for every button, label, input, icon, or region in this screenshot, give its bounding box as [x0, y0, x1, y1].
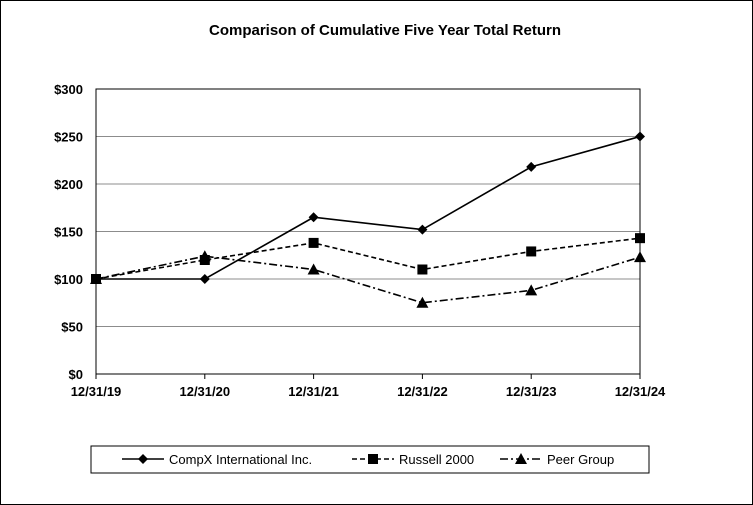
data-point-compx-international-inc [199, 274, 210, 284]
x-tick-label: 12/31/22 [397, 384, 448, 399]
y-tick-label: $150 [54, 225, 83, 240]
y-tick-label: $200 [54, 177, 83, 192]
chart-title: Comparison of Cumulative Five Year Total… [209, 22, 561, 39]
legend-marker-russell-2000 [368, 454, 378, 464]
series-line-russell-2000 [95, 237, 641, 280]
data-point-peer-group [634, 251, 646, 263]
series-line-peer-group [95, 255, 641, 304]
legend-label-russell-2000: Russell 2000 [399, 452, 474, 467]
legend: CompX International Inc. Russell 2000 Peer… [90, 445, 650, 474]
x-tick-label: 12/31/21 [288, 384, 339, 399]
data-point-russell-2000 [308, 237, 319, 248]
data-point-compx-international-inc [635, 131, 645, 142]
data-point-russell-2000 [417, 264, 428, 275]
data-point-peer-group [416, 296, 429, 308]
y-tick-label: $0 [69, 367, 83, 382]
series-lines [95, 135, 641, 304]
legend-marker-compx-international-inc [138, 454, 148, 464]
data-point-peer-group [198, 250, 211, 262]
data-point-compx-international-inc [417, 224, 428, 235]
data-point-peer-group [90, 273, 102, 284]
series-line-compx-international-inc [96, 135, 641, 280]
y-axis-tick-labels: $0 $50 $100 $150 $200 $250 $300 [54, 82, 83, 382]
data-point-compx-international-inc [526, 161, 537, 172]
x-tick-label: 12/31/24 [615, 384, 666, 399]
legend-label-peer-group: Peer Group [547, 452, 614, 467]
legend-marker-peer-group [515, 453, 527, 464]
data-point-compx-international-inc [308, 212, 319, 223]
x-tick-label: 12/31/20 [179, 384, 230, 399]
y-tick-label: $100 [54, 272, 83, 287]
gridlines [96, 136, 640, 327]
x-tick-label: 12/31/23 [506, 384, 557, 399]
data-point-russell-2000 [526, 246, 537, 257]
legend-label-compx-international-inc: CompX International Inc. [169, 452, 312, 467]
plot-area [95, 88, 641, 375]
y-tick-label: $250 [54, 130, 83, 145]
y-tick-label: $50 [61, 320, 83, 335]
series-markers [90, 131, 646, 308]
x-tick-label: 12/31/19 [71, 384, 122, 399]
x-axis-tick-labels: 12/31/19 12/31/20 12/31/21 12/31/22 12/31/23… [71, 374, 666, 399]
data-point-russell-2000 [635, 233, 645, 244]
data-point-peer-group [525, 284, 538, 296]
data-point-peer-group [307, 263, 320, 275]
y-tick-label: $300 [54, 82, 83, 97]
